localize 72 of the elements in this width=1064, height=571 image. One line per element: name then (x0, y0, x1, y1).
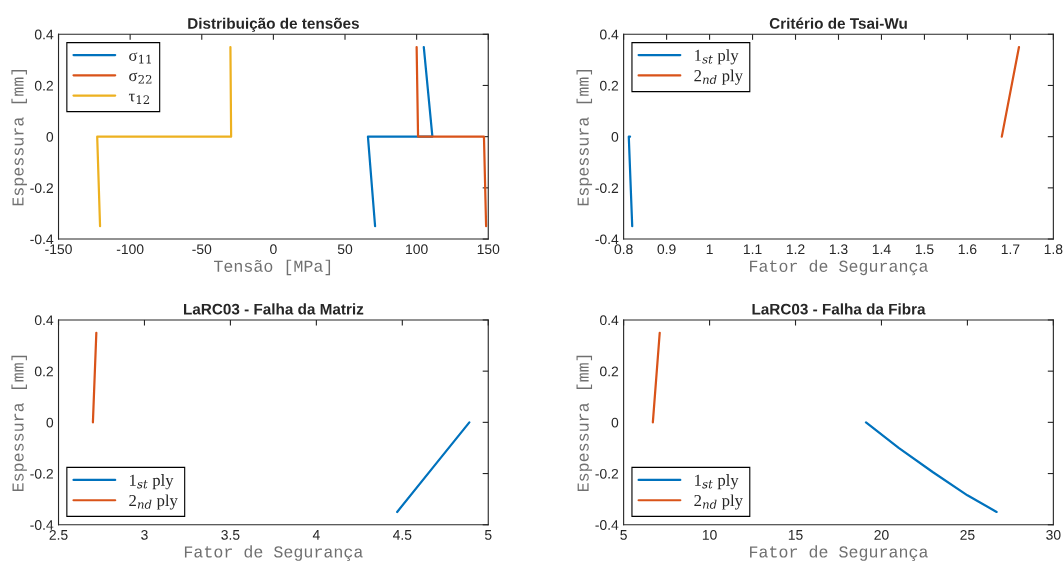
y-tick-label: -0.4 (595, 520, 619, 530)
y-tick-label: -0.2 (30, 183, 53, 194)
y-tick-label: 0 (611, 131, 619, 142)
chart-title: Critério de Tsai-Wu (769, 17, 907, 29)
x-tick-label: 1.4 (872, 244, 891, 254)
x-axis-title: Fator de Segurança (750, 545, 928, 562)
y-axis-title: Espessura [mm] (11, 355, 27, 492)
legend-label: σ$_{22}$ (129, 72, 152, 84)
legend-label: 1$_{st}$ ply (695, 474, 739, 490)
y-tick-label: 0.2 (600, 366, 619, 377)
x-tick-label: -150 (45, 244, 72, 255)
y-tick-label: 0 (611, 417, 619, 428)
y-tick-label: -0.4 (30, 234, 54, 245)
legend-label: σ$_{11}$ (129, 52, 151, 64)
x-tick-label: 1.7 (1001, 244, 1020, 254)
y-tick-label: 0.2 (34, 80, 53, 91)
y-tick-label: -0.2 (595, 468, 619, 479)
x-axis-title: Fator de Segurança (750, 259, 928, 276)
x-tick-label: 4 (312, 530, 320, 540)
y-tick-label: 0.2 (600, 80, 619, 91)
x-tick-label: -100 (116, 244, 144, 255)
legend-label: 2$_{nd}$ ply (694, 69, 743, 85)
chart-title: LaRC03 - Falha da Fibra (752, 303, 926, 315)
x-tick-label: 3 (141, 529, 148, 540)
y-tick-label: 0.2 (34, 366, 53, 377)
chart-title: Distribuição de tensões (188, 17, 359, 32)
x-tick-label: 1.5 (915, 244, 934, 255)
x-tick-label: 15 (788, 530, 803, 540)
legend-label: 2$_{nd}$ ply (694, 494, 743, 510)
legend-label: 2$_{nd}$ ply (129, 494, 178, 510)
legend-label: τ$_{12}$ (128, 93, 150, 104)
x-tick-label: -50 (192, 244, 212, 255)
x-tick-label: 1.3 (829, 244, 848, 255)
y-tick-label: -0.4 (30, 520, 54, 530)
x-tick-label: 5 (484, 530, 492, 540)
x-tick-label: 20 (874, 529, 889, 540)
y-tick-label: 0 (46, 417, 54, 428)
y-axis-title: Espessura [mm] (576, 70, 593, 206)
x-tick-label: 0.8 (614, 244, 633, 255)
y-tick-label: -0.2 (595, 183, 619, 194)
y-tick-label: -0.2 (30, 468, 53, 479)
x-tick-label: 25 (960, 529, 975, 540)
x-tick-label: 0 (270, 244, 277, 255)
legend-label: 1$_{st}$ ply (129, 474, 174, 490)
chart-title: LaRC03 - Falha da Matriz (184, 303, 364, 315)
legend-label: 1$_{st}$ ply (695, 49, 739, 65)
x-tick-label: 0.9 (657, 244, 676, 255)
x-tick-label: 2.5 (49, 529, 68, 540)
y-tick-label: -0.4 (595, 234, 619, 245)
x-tick-label: 1.2 (786, 244, 805, 254)
x-axis-title: Fator de Segurança (184, 545, 363, 562)
x-tick-label: 5 (620, 530, 627, 540)
x-axis-title: Tensão [MPa] (213, 259, 331, 276)
x-tick-label: 1.6 (958, 244, 977, 255)
y-tick-label: 0.4 (34, 29, 54, 40)
x-tick-label: 1.8 (1044, 244, 1063, 255)
x-tick-label: 4.5 (392, 530, 412, 540)
y-axis-title: Espessura [mm] (576, 355, 593, 492)
x-tick-label: 100 (406, 244, 428, 255)
y-tick-label: 0.4 (34, 315, 54, 326)
y-tick-label: 0 (46, 131, 54, 142)
x-tick-label: 1 (706, 244, 713, 254)
y-axis-title: Espessura [mm] (11, 70, 27, 206)
x-tick-label: 150 (477, 244, 500, 255)
x-tick-label: 30 (1046, 529, 1061, 540)
y-tick-label: 0.4 (600, 315, 619, 326)
x-tick-label: 50 (337, 244, 353, 255)
x-tick-label: 3.5 (221, 529, 240, 540)
x-tick-label: 1.1 (743, 244, 762, 254)
x-tick-label: 10 (702, 529, 717, 540)
line-series (864, 421, 998, 514)
y-tick-label: 0.4 (600, 29, 619, 40)
